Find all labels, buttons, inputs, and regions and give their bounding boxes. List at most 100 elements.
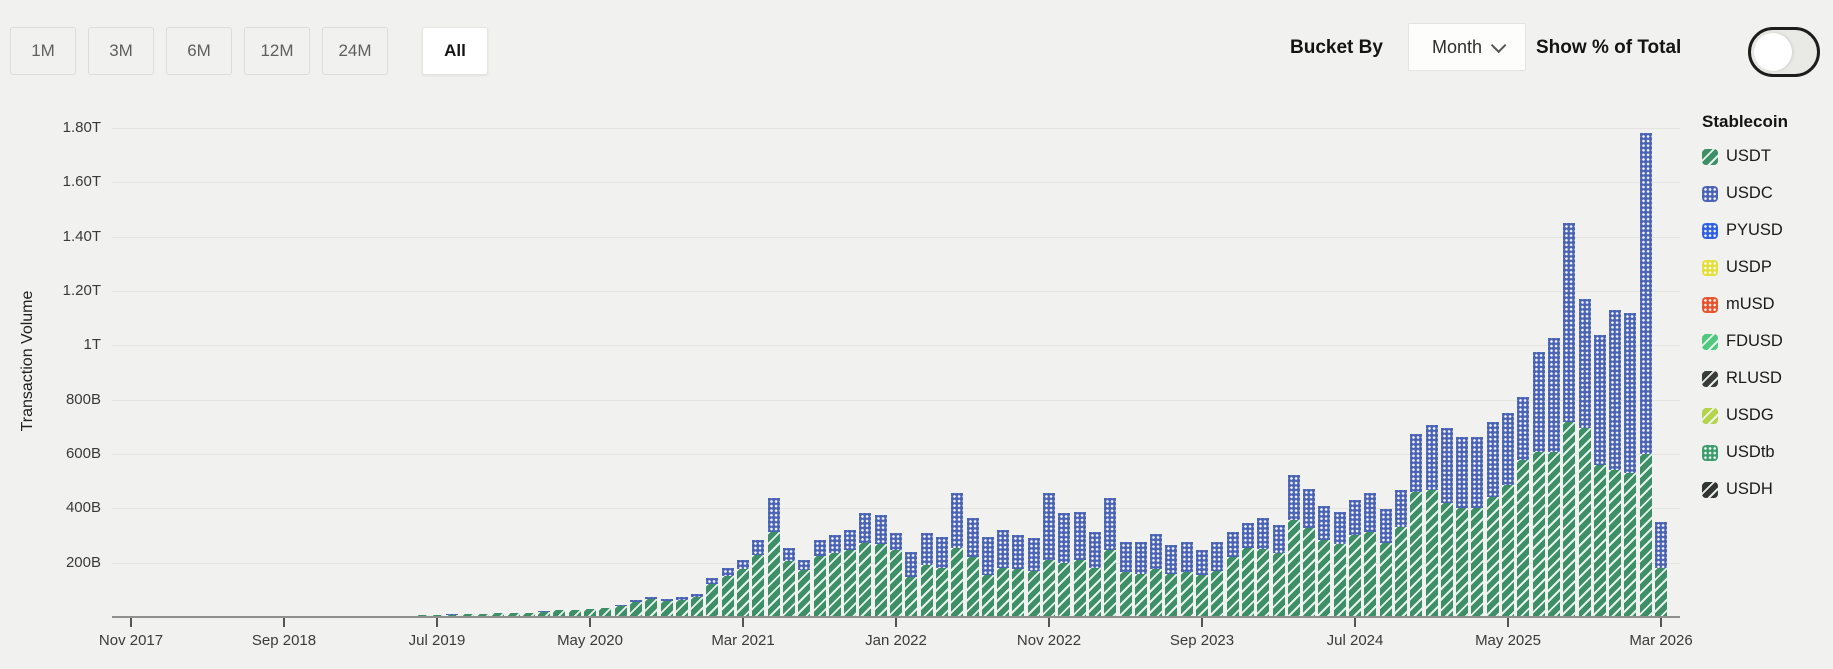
range-button-24m[interactable]: 24M bbox=[322, 27, 388, 75]
legend-item-usdg[interactable]: USDG bbox=[1702, 397, 1830, 434]
bar-feb-2024[interactable] bbox=[1272, 525, 1285, 617]
bar-apr-2020[interactable] bbox=[568, 610, 581, 617]
bar-aug-2024[interactable] bbox=[1364, 493, 1377, 617]
legend-item-usdh[interactable]: USDH bbox=[1702, 471, 1830, 508]
bar-sep-2022[interactable] bbox=[1012, 534, 1025, 617]
bar-dec-2023[interactable] bbox=[1241, 523, 1254, 617]
bar-may-2020[interactable] bbox=[584, 608, 596, 617]
bar-feb-2021[interactable] bbox=[721, 568, 734, 617]
bar-nov-2025[interactable] bbox=[1593, 334, 1606, 617]
bar-mar-2026[interactable] bbox=[1655, 521, 1667, 617]
bar-jan-2023[interactable] bbox=[1073, 512, 1086, 617]
bar-jan-2022[interactable] bbox=[890, 533, 902, 617]
bar-apr-2024[interactable] bbox=[1303, 489, 1316, 617]
bar-aug-2025[interactable] bbox=[1547, 338, 1560, 617]
bar-may-2025[interactable] bbox=[1502, 413, 1514, 617]
bar-aug-2019[interactable] bbox=[446, 614, 459, 617]
bar-nov-2021[interactable] bbox=[859, 513, 872, 617]
bar-nov-2024[interactable] bbox=[1410, 434, 1423, 617]
bar-dec-2022[interactable] bbox=[1058, 513, 1071, 617]
bar-sep-2023[interactable] bbox=[1196, 550, 1208, 617]
legend-item-pyusd[interactable]: PYUSD bbox=[1702, 212, 1830, 249]
bar-jun-2023[interactable] bbox=[1150, 534, 1163, 617]
bar-feb-2020[interactable] bbox=[538, 611, 551, 617]
bar-mar-2025[interactable] bbox=[1471, 437, 1484, 617]
bar-jan-2021[interactable] bbox=[706, 578, 719, 617]
bar-dec-2020[interactable] bbox=[691, 594, 704, 617]
bar-may-2022[interactable] bbox=[951, 493, 964, 617]
bar-jan-2026[interactable] bbox=[1624, 312, 1637, 617]
bar-may-2024[interactable] bbox=[1318, 506, 1331, 617]
bar-feb-2026[interactable] bbox=[1639, 133, 1652, 617]
bar-dec-2025[interactable] bbox=[1609, 310, 1622, 617]
legend-item-musd[interactable]: mUSD bbox=[1702, 286, 1830, 323]
bar-mar-2022[interactable] bbox=[920, 533, 933, 617]
bar-jul-2019[interactable] bbox=[431, 614, 443, 617]
bar-aug-2023[interactable] bbox=[1180, 542, 1193, 617]
bar-jun-2021[interactable] bbox=[782, 548, 795, 617]
bar-sep-2021[interactable] bbox=[828, 534, 841, 617]
legend-item-usdc[interactable]: USDC bbox=[1702, 175, 1830, 212]
bar-may-2021[interactable] bbox=[767, 497, 780, 617]
bar-aug-2021[interactable] bbox=[813, 540, 826, 617]
bar-jan-2025[interactable] bbox=[1440, 428, 1453, 617]
bar-aug-2022[interactable] bbox=[997, 530, 1010, 617]
bar-jul-2022[interactable] bbox=[981, 537, 994, 617]
bar-mar-2020[interactable] bbox=[553, 609, 566, 617]
bar-oct-2025[interactable] bbox=[1578, 299, 1591, 617]
bar-aug-2020[interactable] bbox=[629, 599, 642, 617]
bar-apr-2023[interactable] bbox=[1119, 542, 1132, 617]
bar-jul-2025[interactable] bbox=[1532, 352, 1545, 617]
bar-dec-2024[interactable] bbox=[1425, 425, 1438, 617]
bar-sep-2019[interactable] bbox=[461, 614, 474, 617]
legend-item-fdusd[interactable]: FDUSD bbox=[1702, 323, 1830, 360]
bucket-by-dropdown[interactable]: Month bbox=[1408, 23, 1526, 71]
range-button-all[interactable]: All bbox=[422, 27, 488, 75]
bar-nov-2019[interactable] bbox=[492, 613, 505, 617]
bar-jun-2020[interactable] bbox=[599, 608, 612, 617]
bar-jul-2023[interactable] bbox=[1165, 545, 1178, 617]
bar-feb-2023[interactable] bbox=[1088, 531, 1101, 617]
bar-sep-2020[interactable] bbox=[645, 596, 658, 617]
range-button-6m[interactable]: 6M bbox=[166, 27, 232, 75]
bar-mar-2024[interactable] bbox=[1287, 475, 1300, 617]
bar-jan-2020[interactable] bbox=[522, 612, 535, 617]
bar-oct-2021[interactable] bbox=[844, 530, 857, 617]
bar-oct-2022[interactable] bbox=[1027, 538, 1040, 617]
bar-sep-2025[interactable] bbox=[1563, 223, 1576, 617]
range-button-1m[interactable]: 1M bbox=[10, 27, 76, 75]
bar-mar-2021[interactable] bbox=[737, 559, 749, 617]
bar-jan-2024[interactable] bbox=[1257, 518, 1270, 617]
legend-item-usdtb[interactable]: USDtb bbox=[1702, 434, 1830, 471]
legend-item-rlusd[interactable]: RLUSD bbox=[1702, 360, 1830, 397]
bar-jul-2024[interactable] bbox=[1349, 500, 1361, 617]
bar-oct-2020[interactable] bbox=[660, 599, 673, 617]
bar-apr-2021[interactable] bbox=[752, 540, 765, 617]
bar-mar-2023[interactable] bbox=[1104, 498, 1117, 617]
bar-oct-2023[interactable] bbox=[1211, 542, 1224, 617]
bar-apr-2022[interactable] bbox=[935, 537, 948, 617]
bar-nov-2022[interactable] bbox=[1043, 493, 1055, 617]
bar-may-2023[interactable] bbox=[1134, 542, 1147, 617]
legend-item-usdt[interactable]: USDT bbox=[1702, 138, 1830, 175]
bar-apr-2025[interactable] bbox=[1486, 422, 1499, 617]
bar-jun-2024[interactable] bbox=[1333, 512, 1346, 617]
bar-jul-2021[interactable] bbox=[798, 559, 811, 617]
bar-oct-2024[interactable] bbox=[1394, 490, 1407, 617]
bar-feb-2022[interactable] bbox=[905, 552, 918, 617]
bar-nov-2020[interactable] bbox=[675, 597, 688, 617]
legend-item-usdp[interactable]: USDP bbox=[1702, 249, 1830, 286]
bar-sep-2024[interactable] bbox=[1379, 509, 1392, 617]
bar-nov-2023[interactable] bbox=[1226, 531, 1239, 617]
bar-dec-2021[interactable] bbox=[874, 515, 887, 617]
gridline-1.40T bbox=[112, 236, 1680, 238]
bar-jun-2022[interactable] bbox=[966, 518, 979, 617]
bar-jul-2020[interactable] bbox=[614, 605, 627, 617]
bar-oct-2019[interactable] bbox=[476, 613, 489, 617]
bar-jun-2025[interactable] bbox=[1517, 397, 1530, 617]
bar-dec-2019[interactable] bbox=[507, 613, 520, 617]
range-button-12m[interactable]: 12M bbox=[244, 27, 310, 75]
bar-feb-2025[interactable] bbox=[1456, 437, 1469, 617]
show-percent-toggle[interactable] bbox=[1748, 27, 1820, 77]
range-button-3m[interactable]: 3M bbox=[88, 27, 154, 75]
